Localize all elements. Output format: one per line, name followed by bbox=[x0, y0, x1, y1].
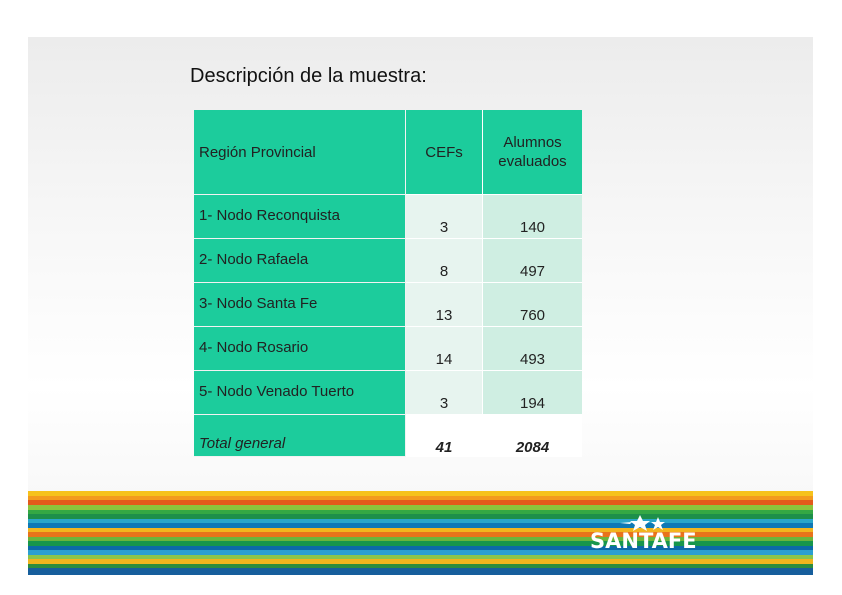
logo-text: SANTAFE bbox=[590, 529, 697, 553]
table-row: 5- Nodo Venado Tuerto 3 194 bbox=[194, 370, 582, 415]
header-alumnos: Alumnos evaluados bbox=[482, 110, 582, 195]
row-region: 1- Nodo Reconquista bbox=[194, 194, 406, 239]
sample-table: Región Provincial CEFs Alumnos evaluados… bbox=[194, 110, 582, 457]
row-region: 4- Nodo Rosario bbox=[194, 326, 406, 371]
row-cefs: 14 bbox=[405, 326, 483, 371]
table-row: 2- Nodo Rafaela 8 497 bbox=[194, 238, 582, 283]
row-cefs: 3 bbox=[405, 194, 483, 239]
table-total-row: Total general 41 2084 bbox=[194, 414, 582, 457]
row-alumnos: 760 bbox=[482, 282, 582, 327]
row-cefs: 3 bbox=[405, 370, 483, 415]
row-alumnos: 140 bbox=[482, 194, 582, 239]
table-row: 1- Nodo Reconquista 3 140 bbox=[194, 194, 582, 239]
header-cefs: CEFs bbox=[405, 110, 483, 195]
decorative-stripes bbox=[28, 491, 813, 575]
table-row: 4- Nodo Rosario 14 493 bbox=[194, 326, 582, 371]
table-row: 3- Nodo Santa Fe 13 760 bbox=[194, 282, 582, 327]
row-cefs: 8 bbox=[405, 238, 483, 283]
row-region: 5- Nodo Venado Tuerto bbox=[194, 370, 406, 415]
row-region: 2- Nodo Rafaela bbox=[194, 238, 406, 283]
row-alumnos: 493 bbox=[482, 326, 582, 371]
row-cefs: 13 bbox=[405, 282, 483, 327]
header-region: Región Provincial bbox=[194, 110, 406, 195]
slide: Descripción de la muestra: Región Provin… bbox=[28, 37, 813, 575]
total-alumnos: 2084 bbox=[482, 414, 582, 457]
total-region: Total general bbox=[194, 414, 406, 457]
row-alumnos: 194 bbox=[482, 370, 582, 415]
row-region: 3- Nodo Santa Fe bbox=[194, 282, 406, 327]
header-alumnos-line2: evaluados bbox=[498, 153, 567, 170]
header-alumnos-line1: Alumnos bbox=[503, 134, 562, 151]
star-icon bbox=[620, 515, 665, 531]
slide-title: Descripción de la muestra: bbox=[190, 65, 427, 87]
total-cefs: 41 bbox=[405, 414, 483, 457]
row-alumnos: 497 bbox=[482, 238, 582, 283]
table-header-row: Región Provincial CEFs Alumnos evaluados bbox=[194, 110, 582, 195]
santafe-logo: SANTAFE bbox=[590, 513, 702, 555]
